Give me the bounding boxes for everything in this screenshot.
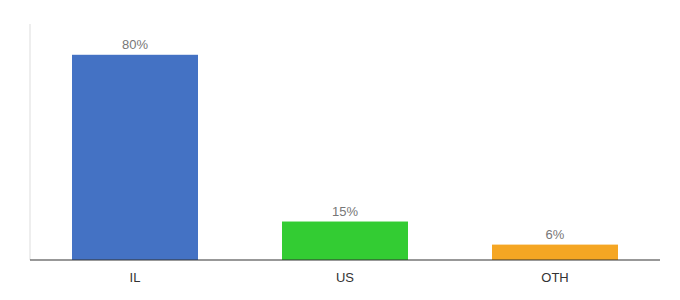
x-tick-label: OTH — [541, 270, 568, 285]
chart-container: 80% 15% 6% IL US OTH — [0, 0, 680, 300]
chart-svg: 80% 15% 6% IL US OTH — [0, 0, 680, 300]
bar — [282, 222, 408, 260]
bar — [492, 245, 618, 260]
data-label: 15% — [332, 204, 358, 219]
data-label: 6% — [546, 227, 565, 242]
x-axis-line — [30, 259, 660, 260]
y-range-line — [30, 24, 31, 260]
bars — [72, 55, 618, 260]
x-tick-label: US — [336, 270, 354, 285]
data-label: 80% — [122, 37, 148, 52]
bar — [72, 55, 198, 260]
x-tick-label: IL — [130, 270, 141, 285]
